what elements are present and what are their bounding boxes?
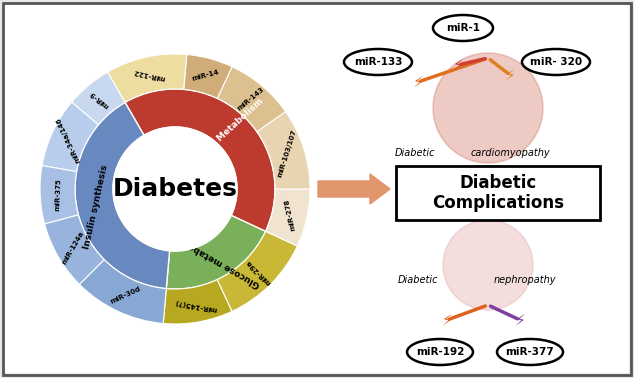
Wedge shape bbox=[79, 260, 166, 324]
Text: miR-29a: miR-29a bbox=[245, 259, 271, 286]
Ellipse shape bbox=[433, 15, 493, 41]
FancyBboxPatch shape bbox=[3, 3, 631, 375]
Ellipse shape bbox=[407, 339, 473, 365]
Text: Lipid Metabolism: Lipid Metabolism bbox=[195, 96, 265, 162]
Wedge shape bbox=[217, 67, 285, 132]
Circle shape bbox=[113, 127, 237, 251]
Text: ⚡: ⚡ bbox=[515, 313, 526, 327]
Wedge shape bbox=[42, 102, 98, 172]
Text: Glucose metabolism: Glucose metabolism bbox=[169, 229, 262, 289]
Text: miR-278: miR-278 bbox=[283, 198, 296, 231]
Circle shape bbox=[443, 220, 533, 310]
Wedge shape bbox=[44, 215, 104, 285]
Wedge shape bbox=[108, 54, 187, 102]
Text: ⚡: ⚡ bbox=[453, 57, 463, 73]
Text: miR-133: miR-133 bbox=[354, 57, 402, 67]
Text: miR-30d: miR-30d bbox=[109, 286, 141, 305]
Wedge shape bbox=[125, 89, 275, 231]
Text: Diabetes: Diabetes bbox=[113, 177, 238, 201]
Text: miR-1: miR-1 bbox=[446, 23, 480, 33]
Text: miR-145(?): miR-145(?) bbox=[174, 298, 217, 311]
Text: ⚡: ⚡ bbox=[413, 74, 424, 90]
Text: miR-9: miR-9 bbox=[89, 89, 110, 109]
Wedge shape bbox=[166, 215, 266, 289]
Text: nephropathy: nephropathy bbox=[494, 275, 556, 285]
Wedge shape bbox=[217, 231, 297, 311]
Ellipse shape bbox=[497, 339, 563, 365]
Text: miR-192: miR-192 bbox=[416, 347, 464, 357]
Wedge shape bbox=[184, 54, 232, 98]
Wedge shape bbox=[40, 166, 79, 224]
FancyArrow shape bbox=[318, 174, 390, 204]
Text: Diabetic
Complications: Diabetic Complications bbox=[432, 174, 564, 212]
Text: miR-14: miR-14 bbox=[191, 69, 220, 82]
Text: miR-103/107: miR-103/107 bbox=[276, 129, 297, 178]
Text: miR-377: miR-377 bbox=[506, 347, 554, 357]
Text: ⚡: ⚡ bbox=[505, 68, 515, 82]
Text: miR-124a: miR-124a bbox=[61, 230, 85, 265]
Text: Insulin synthesis: Insulin synthesis bbox=[82, 163, 110, 249]
FancyBboxPatch shape bbox=[5, 5, 629, 373]
Text: Diabetic: Diabetic bbox=[395, 148, 436, 158]
Text: Diabetic: Diabetic bbox=[398, 275, 438, 285]
FancyBboxPatch shape bbox=[396, 166, 600, 220]
Text: miR-375: miR-375 bbox=[54, 178, 61, 211]
Text: miR-34a/146: miR-34a/146 bbox=[55, 116, 82, 163]
Wedge shape bbox=[266, 189, 310, 246]
Wedge shape bbox=[75, 102, 170, 289]
Wedge shape bbox=[163, 280, 232, 324]
Wedge shape bbox=[257, 112, 310, 189]
Text: miR-143: miR-143 bbox=[236, 86, 265, 112]
Text: miR- 320: miR- 320 bbox=[530, 57, 582, 67]
Ellipse shape bbox=[522, 49, 590, 75]
Wedge shape bbox=[72, 72, 125, 125]
Text: ⚡: ⚡ bbox=[442, 313, 453, 327]
Circle shape bbox=[433, 53, 543, 163]
Text: miR-122: miR-122 bbox=[133, 68, 166, 81]
Text: cardiomyopathy: cardiomyopathy bbox=[470, 148, 550, 158]
Ellipse shape bbox=[344, 49, 412, 75]
